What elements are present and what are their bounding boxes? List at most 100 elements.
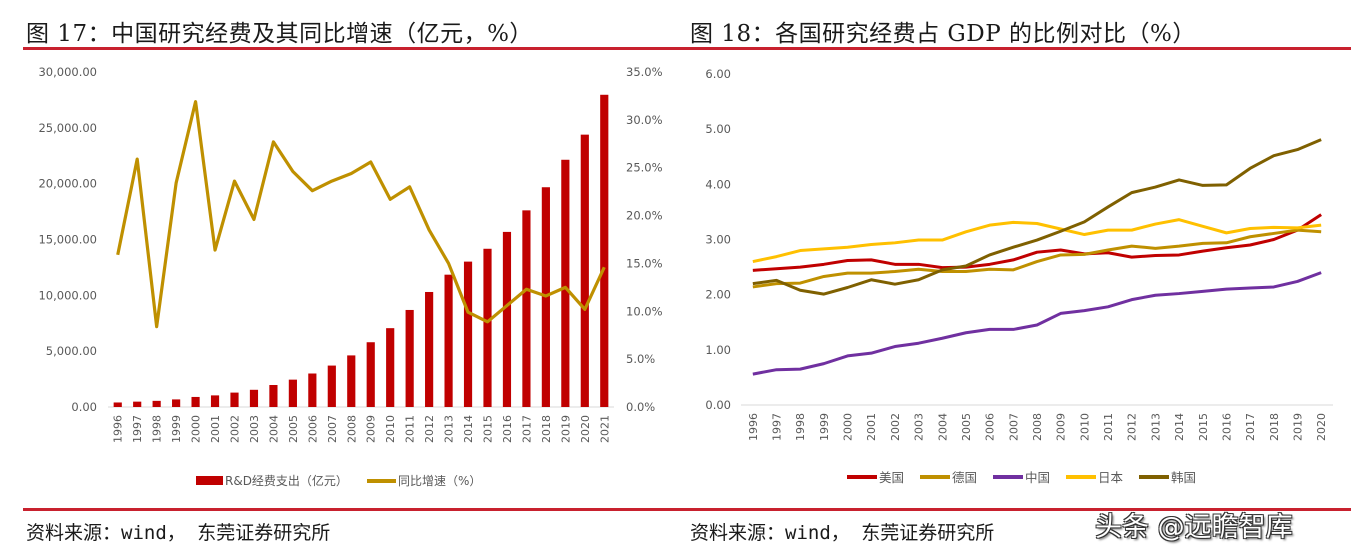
legend-label-series-3: 日本 <box>1098 470 1124 485</box>
bar-rd-expenditure <box>152 400 161 407</box>
watermark: 头条 @远瞻智库 <box>1095 512 1293 543</box>
bar-rd-expenditure <box>425 291 434 407</box>
bar-rd-expenditure <box>191 396 200 407</box>
bar-rd-expenditure <box>327 365 336 407</box>
x-axis-tick-label: 2012 <box>1126 413 1139 441</box>
x-axis-tick-label: 2002 <box>889 413 902 441</box>
right-axis-tick-label: 35.0% <box>626 65 663 79</box>
bar-rd-expenditure <box>522 210 531 407</box>
x-axis-tick-label: 2013 <box>1149 413 1162 441</box>
legend-label-series-0: 美国 <box>879 470 904 485</box>
figure18-title: 图 18：各国研究经费占 GDP 的比例对比（%） <box>690 21 1196 47</box>
x-axis-tick-label: 2016 <box>1220 413 1233 441</box>
x-axis-tick-label: 2019 <box>1291 413 1304 441</box>
bar-rd-expenditure <box>386 328 395 407</box>
bar-rd-expenditure <box>444 274 453 407</box>
y-axis-tick-label: 6.00 <box>705 67 731 81</box>
x-axis-tick-label: 2013 <box>443 415 456 443</box>
x-axis-tick-label: 2012 <box>423 415 436 443</box>
left-axis-tick-label: 15,000.00 <box>38 233 97 247</box>
left-axis-tick-label: 5,000.00 <box>46 344 97 358</box>
figure18-source-rule <box>683 508 1351 511</box>
right-axis-tick-label: 15.0% <box>626 256 663 270</box>
x-axis-tick-label: 1997 <box>131 415 144 443</box>
figure17-source-rule <box>23 508 683 511</box>
figure17-source: 资料来源：wind， 东莞证券研究所 <box>26 522 331 544</box>
x-axis-tick-label: 2000 <box>190 415 203 443</box>
x-axis-tick-label: 2018 <box>1268 413 1281 441</box>
bar-rd-expenditure <box>172 399 181 407</box>
right-axis-tick-label: 30.0% <box>626 113 663 127</box>
x-axis-tick-label: 2001 <box>209 415 222 443</box>
x-axis-tick-label: 2006 <box>984 413 997 441</box>
bar-rd-expenditure <box>463 261 473 407</box>
y-axis-tick-label: 3.00 <box>705 233 731 247</box>
y-axis-tick-label: 4.00 <box>705 177 731 191</box>
x-axis-tick-label: 2005 <box>960 413 973 441</box>
x-axis-tick-label: 1999 <box>818 413 831 441</box>
legend-label-rd-expenditure: R&D经费支出（亿元） <box>225 473 348 488</box>
left-axis-tick-label: 10,000.00 <box>38 288 97 302</box>
right-axis-tick-label: 20.0% <box>626 209 663 223</box>
chart-rd-gdp-ratio: 0.00 1.00 2.00 3.00 4.00 5.00 6.00 1996 1997 1998… <box>705 67 1333 485</box>
x-axis-tick-label: 2017 <box>520 415 533 443</box>
left-axis-tick-label: 0.00 <box>71 400 97 414</box>
bar-rd-expenditure <box>269 385 278 407</box>
figure17-title-rule <box>23 47 683 50</box>
bar-rd-expenditure <box>600 94 609 407</box>
x-axis-tick-label: 2004 <box>936 413 949 441</box>
bar-rd-expenditure <box>133 401 142 407</box>
bar-rd-expenditure <box>580 134 589 407</box>
x-axis-tick-label: 2021 <box>598 415 611 443</box>
x-axis-tick-label: 2000 <box>842 413 855 441</box>
x-axis-tick-label: 2015 <box>1197 413 1210 441</box>
bar-rd-expenditure <box>113 402 122 407</box>
x-axis-tick-label: 2016 <box>501 415 514 443</box>
y-axis-tick-label: 1.00 <box>705 343 731 357</box>
x-axis-tick-label: 2007 <box>326 415 339 443</box>
x-axis-tick-label: 1998 <box>794 413 807 441</box>
x-axis-tick-label: 2008 <box>345 415 358 443</box>
figure18-title-rule <box>683 47 1351 50</box>
x-axis-tick-label: 2003 <box>913 413 926 441</box>
x-axis-tick-label: 2008 <box>1031 413 1044 441</box>
x-axis-tick-label: 2005 <box>287 415 300 443</box>
bar-rd-expenditure <box>210 395 220 407</box>
bar-rd-expenditure <box>405 309 414 407</box>
bar-rd-expenditure <box>502 231 512 407</box>
bar-rd-expenditure <box>230 392 239 407</box>
x-axis-tick-label: 2018 <box>540 415 553 443</box>
right-axis-tick-label: 0.0% <box>626 400 655 414</box>
x-axis-tick-label: 2011 <box>404 415 417 443</box>
x-axis-tick-label: 2004 <box>267 415 280 443</box>
chart-rd-expenditure: 0.00 5,000.00 10,000.00 15,000.00 20,000.00 2… <box>38 65 663 488</box>
line-series-4 <box>752 138 1322 296</box>
x-axis-tick-label: 2003 <box>248 415 261 443</box>
bar-rd-expenditure <box>561 159 570 407</box>
x-axis-tick-label: 2010 <box>1078 413 1091 441</box>
x-axis-tick-label: 2014 <box>462 415 475 443</box>
x-axis-tick-label: 2006 <box>306 415 319 443</box>
x-axis-tick-label: 2019 <box>559 415 572 443</box>
x-axis-tick-label: 2009 <box>1055 413 1068 441</box>
x-axis-tick-label: 1997 <box>771 413 784 441</box>
y-axis-tick-label: 0.00 <box>705 398 731 412</box>
bar-rd-expenditure <box>308 373 317 407</box>
x-axis-tick-label: 2020 <box>1315 413 1328 441</box>
figure17-title: 图 17：中国研究经费及其同比增速（亿元，%） <box>26 21 533 47</box>
figure18-source: 资料来源：wind， 东莞证券研究所 <box>690 522 995 544</box>
x-axis-tick-label: 2020 <box>579 415 592 443</box>
legend-label-series-1: 德国 <box>952 470 977 485</box>
line-yoy-growth <box>116 100 606 329</box>
line-series-2 <box>752 271 1322 376</box>
x-axis-tick-label: 1999 <box>170 415 183 443</box>
x-axis-tick-label: 2017 <box>1244 413 1257 441</box>
left-axis-tick-label: 30,000.00 <box>38 65 97 79</box>
bar-rd-expenditure <box>366 342 375 407</box>
y-axis-tick-label: 5.00 <box>705 122 731 136</box>
x-axis-tick-label: 1998 <box>151 415 164 443</box>
y-axis-tick-label: 2.00 <box>705 288 731 302</box>
legend-label-series-4: 韩国 <box>1171 470 1196 485</box>
x-axis-tick-label: 2015 <box>482 415 495 443</box>
left-axis-tick-label: 25,000.00 <box>38 121 97 135</box>
